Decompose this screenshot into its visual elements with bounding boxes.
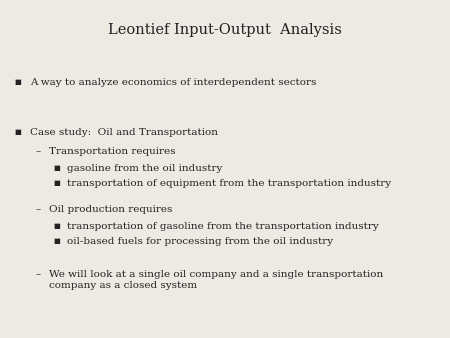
Text: transportation of equipment from the transportation industry: transportation of equipment from the tra… <box>67 179 391 188</box>
Text: We will look at a single oil company and a single transportation
company as a cl: We will look at a single oil company and… <box>49 270 383 290</box>
Text: ■: ■ <box>54 164 60 172</box>
Text: A way to analyze economics of interdependent sectors: A way to analyze economics of interdepen… <box>30 78 316 87</box>
Text: ■: ■ <box>54 237 60 245</box>
Text: transportation of gasoline from the transportation industry: transportation of gasoline from the tran… <box>67 222 379 231</box>
Text: Leontief Input-Output  Analysis: Leontief Input-Output Analysis <box>108 23 342 37</box>
Text: oil-based fuels for processing from the oil industry: oil-based fuels for processing from the … <box>67 237 333 246</box>
Text: –: – <box>36 270 40 279</box>
Text: Case study:  Oil and Transportation: Case study: Oil and Transportation <box>30 128 218 137</box>
Text: Oil production requires: Oil production requires <box>49 205 172 214</box>
Text: gasoline from the oil industry: gasoline from the oil industry <box>67 164 222 173</box>
Text: –: – <box>36 205 40 214</box>
Text: ■: ■ <box>14 78 22 86</box>
Text: –: – <box>36 147 40 156</box>
Text: ■: ■ <box>54 179 60 187</box>
Text: ■: ■ <box>54 222 60 230</box>
Text: ■: ■ <box>14 128 22 136</box>
Text: Transportation requires: Transportation requires <box>49 147 176 156</box>
